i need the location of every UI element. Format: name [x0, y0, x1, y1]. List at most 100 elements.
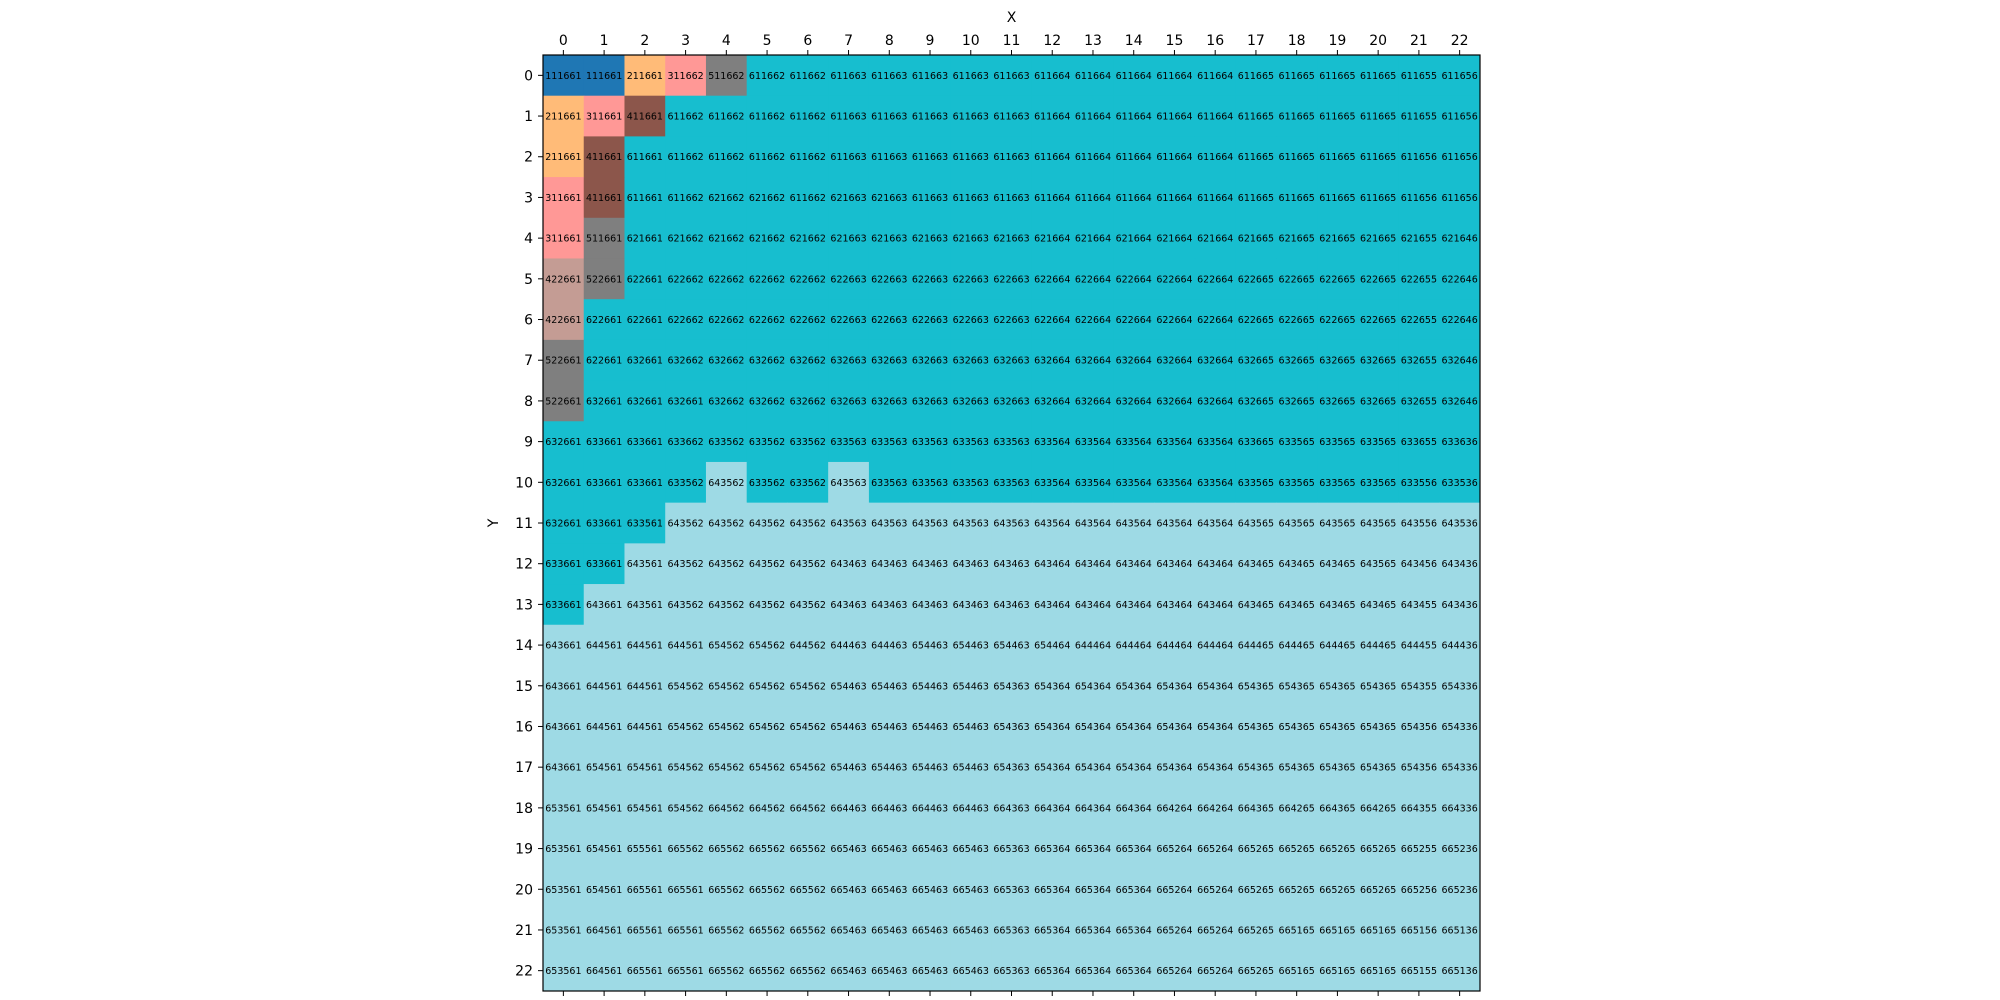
cell-value-label: 633565	[1279, 478, 1315, 489]
cell-value-label: 665463	[912, 925, 948, 936]
heatmap-cell	[543, 665, 585, 707]
heatmap-cell	[1357, 177, 1400, 219]
heatmap-cell	[1398, 543, 1440, 585]
x-tick-label: 19	[1328, 33, 1346, 49]
cell-value-label: 644561	[586, 681, 622, 692]
cell-value-label: 633563	[871, 478, 907, 489]
heatmap-cell	[787, 136, 829, 178]
cell-value-label: 611662	[790, 193, 826, 204]
cell-value-label: 611662	[790, 112, 826, 123]
cell-value-label: 611656	[1441, 193, 1477, 204]
cell-value-label: 611662	[667, 193, 703, 204]
heatmap-cell	[1113, 746, 1155, 789]
heatmap-cell	[991, 868, 1033, 911]
heatmap-cell	[1235, 55, 1277, 97]
heatmap-cell	[705, 339, 748, 382]
heatmap-cell	[665, 543, 707, 585]
cell-value-label: 633556	[1401, 478, 1437, 489]
heatmap-cell	[665, 584, 707, 626]
cell-value-label: 632663	[871, 396, 907, 407]
cell-value-label: 643436	[1441, 559, 1477, 570]
cell-value-label: 622662	[749, 315, 785, 326]
heatmap-cell	[1439, 543, 1481, 585]
heatmap-cell	[746, 55, 788, 97]
cell-value-label: 611665	[1279, 71, 1315, 82]
cell-value-label: 665264	[1156, 844, 1192, 855]
cell-value-label: 621662	[749, 193, 785, 204]
cell-value-label: 633564	[1197, 478, 1233, 489]
heatmap-cell	[1113, 787, 1155, 829]
cell-value-label: 665165	[1360, 966, 1396, 977]
heatmap-cell	[1072, 868, 1114, 911]
heatmap-cell	[1439, 299, 1481, 341]
cell-value-label: 654356	[1401, 763, 1437, 774]
cell-value-label: 654561	[627, 803, 663, 814]
heatmap-cell	[828, 299, 870, 341]
cell-value-label: 665463	[953, 966, 989, 977]
cell-value-label: 622664	[1156, 315, 1192, 326]
heatmap-cell	[1113, 950, 1155, 992]
heatmap-cell	[787, 177, 829, 219]
cell-value-label: 611663	[993, 193, 1029, 204]
cell-value-label: 664363	[993, 803, 1029, 814]
cell-value-label: 654463	[871, 763, 907, 774]
heatmap-cell	[1235, 339, 1277, 382]
cell-value-label: 622663	[953, 274, 989, 285]
cell-value-label: 665265	[1238, 885, 1274, 896]
heatmap-cell	[665, 380, 707, 422]
cell-value-label: 643562	[749, 559, 785, 570]
cell-value-label: 633561	[627, 519, 663, 530]
cell-value-label: 643464	[1156, 559, 1192, 570]
heatmap-cell	[583, 95, 625, 137]
cell-value-label: 653561	[545, 885, 581, 896]
cell-value-label: 632665	[1279, 396, 1315, 407]
heatmap-cell	[665, 950, 707, 992]
cell-value-label: 611663	[871, 71, 907, 82]
cell-value-label: 665562	[708, 844, 744, 855]
cell-value-label: 633565	[1360, 437, 1396, 448]
cell-value-label: 611662	[667, 112, 703, 123]
cell-value-label: 664355	[1401, 803, 1437, 814]
cell-value-label: 654365	[1360, 681, 1396, 692]
heatmap-cell	[1317, 299, 1359, 341]
cell-value-label: 622663	[912, 274, 948, 285]
y-tick-label: 15	[515, 679, 533, 695]
cell-value-label: 611665	[1319, 193, 1355, 204]
heatmap-cell	[543, 909, 585, 951]
heatmap-cell	[950, 421, 992, 463]
cell-value-label: 611664	[1034, 71, 1070, 82]
heatmap-cell	[1439, 746, 1481, 789]
heatmap-cell	[746, 421, 788, 463]
cell-value-label: 665364	[1075, 844, 1111, 855]
cell-value-label: 653561	[545, 925, 581, 936]
heatmap-cell	[909, 217, 951, 259]
cell-value-label: 665264	[1156, 885, 1192, 896]
cell-value-label: 654463	[993, 641, 1029, 652]
cell-value-label: 622661	[586, 356, 622, 367]
heatmap-cell	[624, 950, 666, 992]
heatmap-cell	[1072, 136, 1114, 178]
cell-value-label: 611664	[1075, 193, 1111, 204]
heatmap-cell	[828, 665, 870, 707]
cell-value-label: 611656	[1441, 71, 1477, 82]
heatmap-cell	[1235, 584, 1277, 626]
cell-value-label: 622664	[1075, 315, 1111, 326]
heatmap-cell	[705, 258, 748, 300]
heatmap-cell	[991, 136, 1033, 178]
cell-value-label: 643463	[830, 559, 866, 570]
cell-value-label: 654364	[1197, 763, 1233, 774]
heatmap-cell	[583, 584, 625, 626]
heatmap-cell	[787, 95, 829, 137]
cell-value-label: 665562	[708, 885, 744, 896]
cell-value-label: 611665	[1319, 71, 1355, 82]
cell-value-label: 643463	[912, 559, 948, 570]
y-tick-label: 6	[524, 313, 533, 329]
x-axis-ticks: 0 1 2 3 4 5 6 7 8 9 10 11 12 13 14 15 16 17 18 19 20 21 22	[559, 33, 1469, 55]
heatmap-cell	[991, 95, 1033, 137]
cell-value-label: 665463	[830, 966, 866, 977]
cell-value-label: 622663	[830, 274, 866, 285]
heatmap-cell	[746, 868, 788, 911]
heatmap-cell	[1357, 868, 1400, 911]
heatmap-cell	[1072, 787, 1114, 829]
cell-value-label: 611664	[1156, 193, 1192, 204]
